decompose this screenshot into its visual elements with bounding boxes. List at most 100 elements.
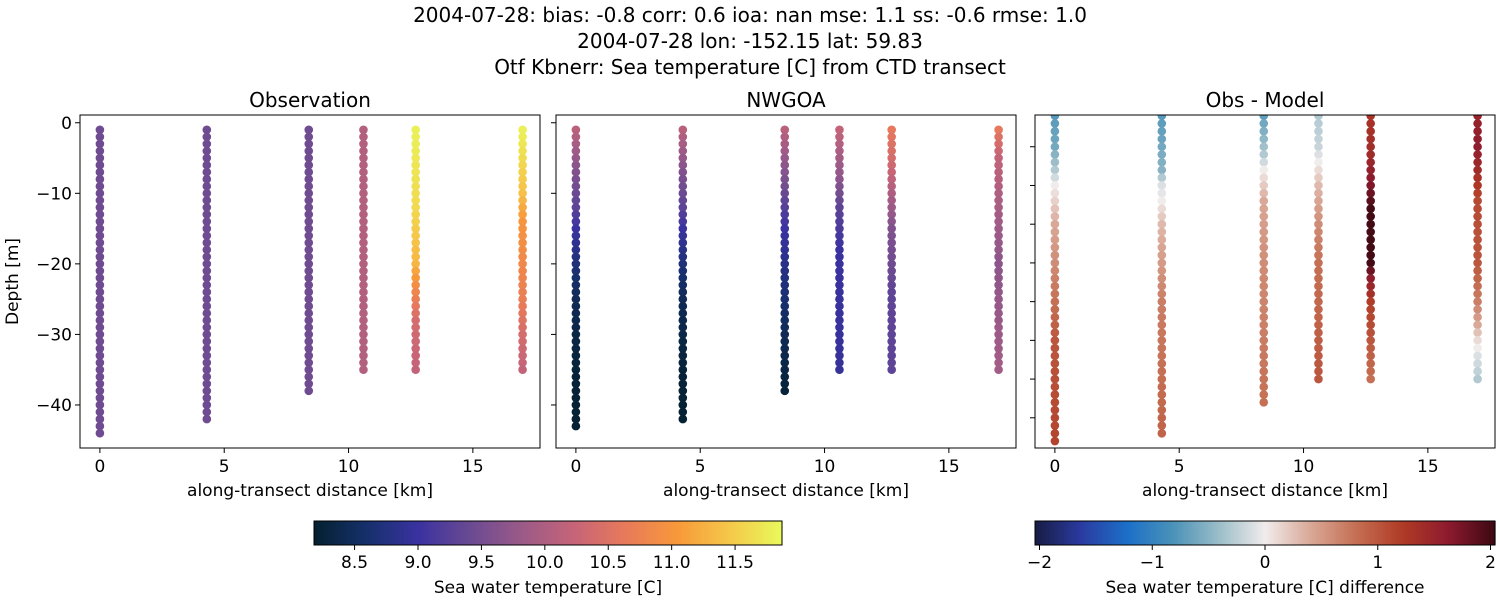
data-point [1259,398,1269,407]
colorbar-swatch [1052,521,1056,545]
data-point [835,196,844,205]
data-point [780,337,790,346]
colorbar-swatch [1351,521,1355,545]
data-point [359,125,368,135]
colorbar-swatch [1257,521,1260,545]
colorbar-swatch [1276,521,1280,545]
colorbar-swatch [772,521,775,545]
data-point [411,337,420,346]
data-point [1314,181,1323,190]
colorbar-swatch [484,521,487,545]
data-point [571,316,581,325]
colorbar-swatch [396,521,399,545]
data-point [780,372,790,382]
colorbar-swatch [450,521,453,545]
data-point [304,174,314,184]
data-point [1314,196,1323,206]
data-point [780,203,790,212]
colorbar-swatch [1035,521,1038,545]
data-point [1366,281,1375,291]
data-point [1050,405,1060,415]
data-point [994,146,1003,156]
colorbar-swatch [442,521,445,545]
colorbar-swatch [1434,521,1437,545]
colorbar-swatch [1475,521,1478,545]
colorbar-swatch [316,521,319,545]
colorbar-swatch [1180,521,1184,545]
colorbar-swatch [614,521,617,545]
data-point [887,245,896,255]
colorbar-swatch [1322,521,1325,545]
data-point [359,224,368,233]
data-point [359,146,368,156]
colorbar-swatch [662,521,665,545]
data-point [994,280,1003,290]
colorbar-swatch [1084,521,1087,545]
data-point [411,351,420,360]
data-point [887,294,896,304]
data-point [1050,428,1060,438]
data-point [1473,173,1482,183]
colorbar-swatch [1097,521,1101,545]
data-point [835,308,844,318]
colorbar-swatch [672,521,675,545]
colorbar-tick-label: 2 [1485,553,1496,573]
colorbar-swatch [1461,521,1465,545]
colorbar-swatch [1404,521,1408,545]
data-point [1157,266,1167,275]
data-point [1050,157,1060,167]
colorbar-tick-label: −1 [1140,553,1165,573]
data-point [1366,250,1375,260]
x-tick-label: 5 [1174,457,1185,477]
colorbar-swatch [364,521,367,545]
colorbar-swatch [1056,521,1060,545]
data-point [780,153,790,163]
data-point [571,146,581,156]
data-point [780,316,790,325]
data-point [304,153,314,163]
data-point [1314,173,1323,183]
colorbar-swatch [1050,521,1054,545]
colorbar-swatch [1331,521,1335,545]
colorbar-swatch [1241,521,1244,545]
data-point [411,146,420,156]
colorbar-tick-label: 9.0 [404,553,431,573]
data-point [518,125,527,135]
data-point [1050,274,1060,283]
colorbar-swatch [328,521,331,545]
data-point [571,351,581,360]
data-point [1314,157,1323,167]
colorbar-tick-label: 10.0 [526,553,564,573]
data-point [202,259,212,269]
data-point [1366,119,1375,128]
data-point [95,181,105,191]
data-point [95,407,105,417]
data-point [411,153,420,163]
data-point [1314,212,1323,221]
colorbar-swatch [524,521,527,545]
colorbar-swatch [1388,521,1392,545]
colorbar-swatch [354,521,357,545]
data-point [1366,274,1375,283]
data-point [202,280,212,290]
data-point [411,280,420,290]
data-point [359,294,368,304]
data-point [887,365,896,374]
data-point [1473,196,1482,206]
colorbar-swatch [448,521,451,545]
data-point [678,330,688,339]
colorbar-swatch [704,521,707,545]
colorbar-swatch [338,521,341,545]
colorbar-swatch [656,521,659,545]
data-point [1366,204,1375,214]
colorbar-swatch [1143,521,1146,545]
data-point [835,139,844,149]
data-point [1050,134,1060,144]
data-point [518,217,527,226]
colorbar-swatch [512,521,515,545]
colorbar-swatch [400,521,403,545]
colorbar-swatch [1329,521,1333,545]
data-point [1259,243,1269,252]
data-point [678,337,688,346]
